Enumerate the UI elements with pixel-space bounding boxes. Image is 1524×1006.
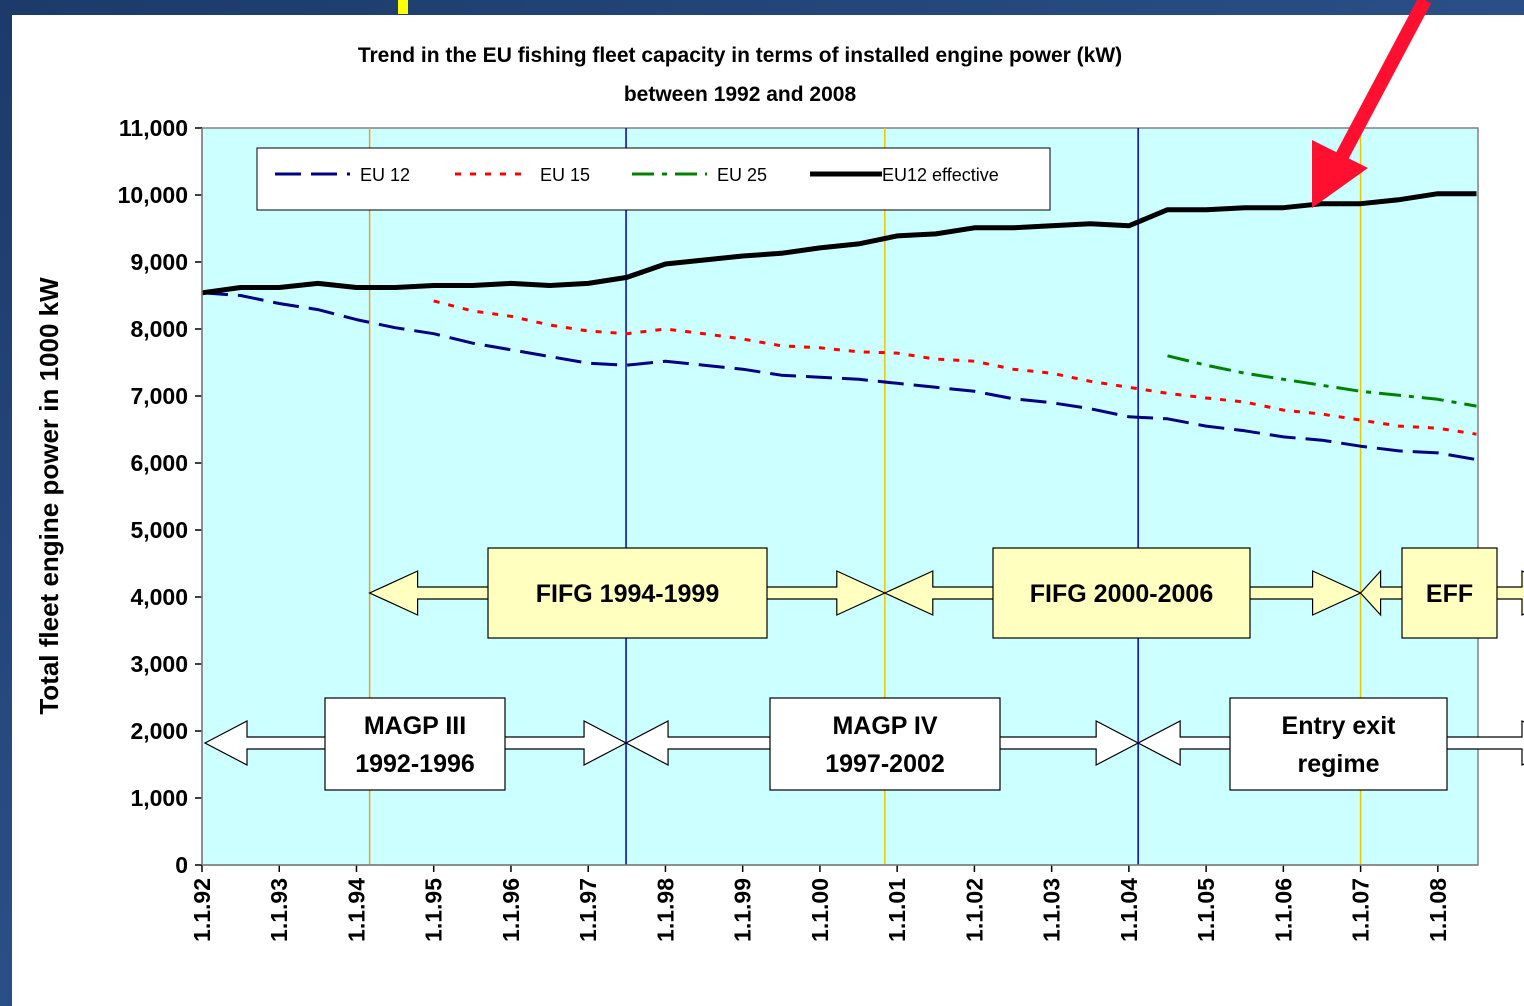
- legend-label: EU12 effective: [882, 165, 999, 185]
- x-tick-label: 1.1.08: [1425, 878, 1451, 942]
- x-tick-label: 1.1.94: [343, 878, 369, 942]
- annotation-text: EFF: [1426, 580, 1473, 608]
- annotation-box: [769, 697, 1001, 791]
- y-tick-label: 0: [175, 852, 188, 878]
- x-tick-label: 1.1.03: [1039, 878, 1065, 942]
- x-tick-label: 1.1.93: [266, 878, 292, 942]
- x-tick-label: 1.1.97: [575, 878, 601, 942]
- chart-title: Trend in the EU fishing fleet capacity i…: [358, 44, 1122, 67]
- decoration: [398, 0, 408, 14]
- legend-label: EU 25: [717, 165, 767, 185]
- series-line: [201, 291, 1477, 462]
- x-tick-label: 1.1.04: [1116, 878, 1142, 942]
- y-tick-label: 9,000: [130, 249, 188, 275]
- annotation-box: [324, 697, 506, 791]
- y-tick-label: 1,000: [130, 785, 188, 811]
- x-tick-label: 1.1.01: [884, 878, 910, 942]
- y-tick-label: 3,000: [130, 651, 188, 677]
- x-tick-label: 1.1.02: [961, 878, 987, 942]
- y-tick-label: 6,000: [130, 450, 188, 476]
- y-axis-label: Total fleet engine power in 1000 kW: [34, 277, 64, 715]
- annotation-box: [487, 547, 768, 639]
- series-line: [201, 191, 1477, 296]
- y-tick-label: 7,000: [130, 383, 188, 409]
- x-tick-label: 1.1.98: [652, 878, 678, 942]
- legend-label: EU 15: [540, 165, 590, 185]
- annotation-text: Entry exit: [1282, 712, 1397, 740]
- annotation-box: [992, 547, 1251, 639]
- y-tick-label: 4,000: [130, 584, 188, 610]
- y-tick-label: 11,000: [119, 115, 188, 141]
- x-tick-label: 1.1.06: [1270, 878, 1296, 942]
- x-tick-label: 1.1.00: [807, 878, 833, 942]
- y-tick-label: 10,000: [118, 182, 188, 208]
- annotation-text: MAGP III: [364, 712, 466, 740]
- annotation-text: FIFG 2000-2006: [1030, 580, 1213, 608]
- legend-label: EU 12: [360, 165, 410, 185]
- annotation-box: [1229, 697, 1448, 791]
- x-tick-label: 1.1.92: [189, 878, 215, 942]
- annotation-text: regime: [1298, 750, 1380, 778]
- x-tick-label: 1.1.95: [421, 878, 447, 942]
- annotation-text: 1997-2002: [825, 750, 945, 778]
- y-tick-label: 2,000: [130, 718, 188, 744]
- chart-title: between 1992 and 2008: [624, 83, 857, 106]
- x-tick-label: 1.1.99: [730, 878, 756, 942]
- y-tick-label: 5,000: [130, 517, 188, 543]
- legend: [256, 147, 1051, 211]
- series-line: [1167, 354, 1477, 408]
- x-tick-label: 1.1.07: [1348, 878, 1374, 942]
- annotation-text: 1992-1996: [355, 750, 475, 778]
- annotation-box: [1401, 547, 1498, 639]
- pointer-arrow: [1333, 0, 1432, 164]
- x-tick-label: 1.1.05: [1193, 878, 1219, 942]
- x-tick-label: 1.1.96: [498, 878, 524, 942]
- annotation-text: MAGP IV: [832, 712, 937, 740]
- series-line: [433, 299, 1477, 436]
- annotation-text: FIFG 1994-1999: [536, 580, 719, 608]
- y-tick-label: 8,000: [130, 316, 188, 342]
- pointer-arrow-head: [1312, 140, 1368, 208]
